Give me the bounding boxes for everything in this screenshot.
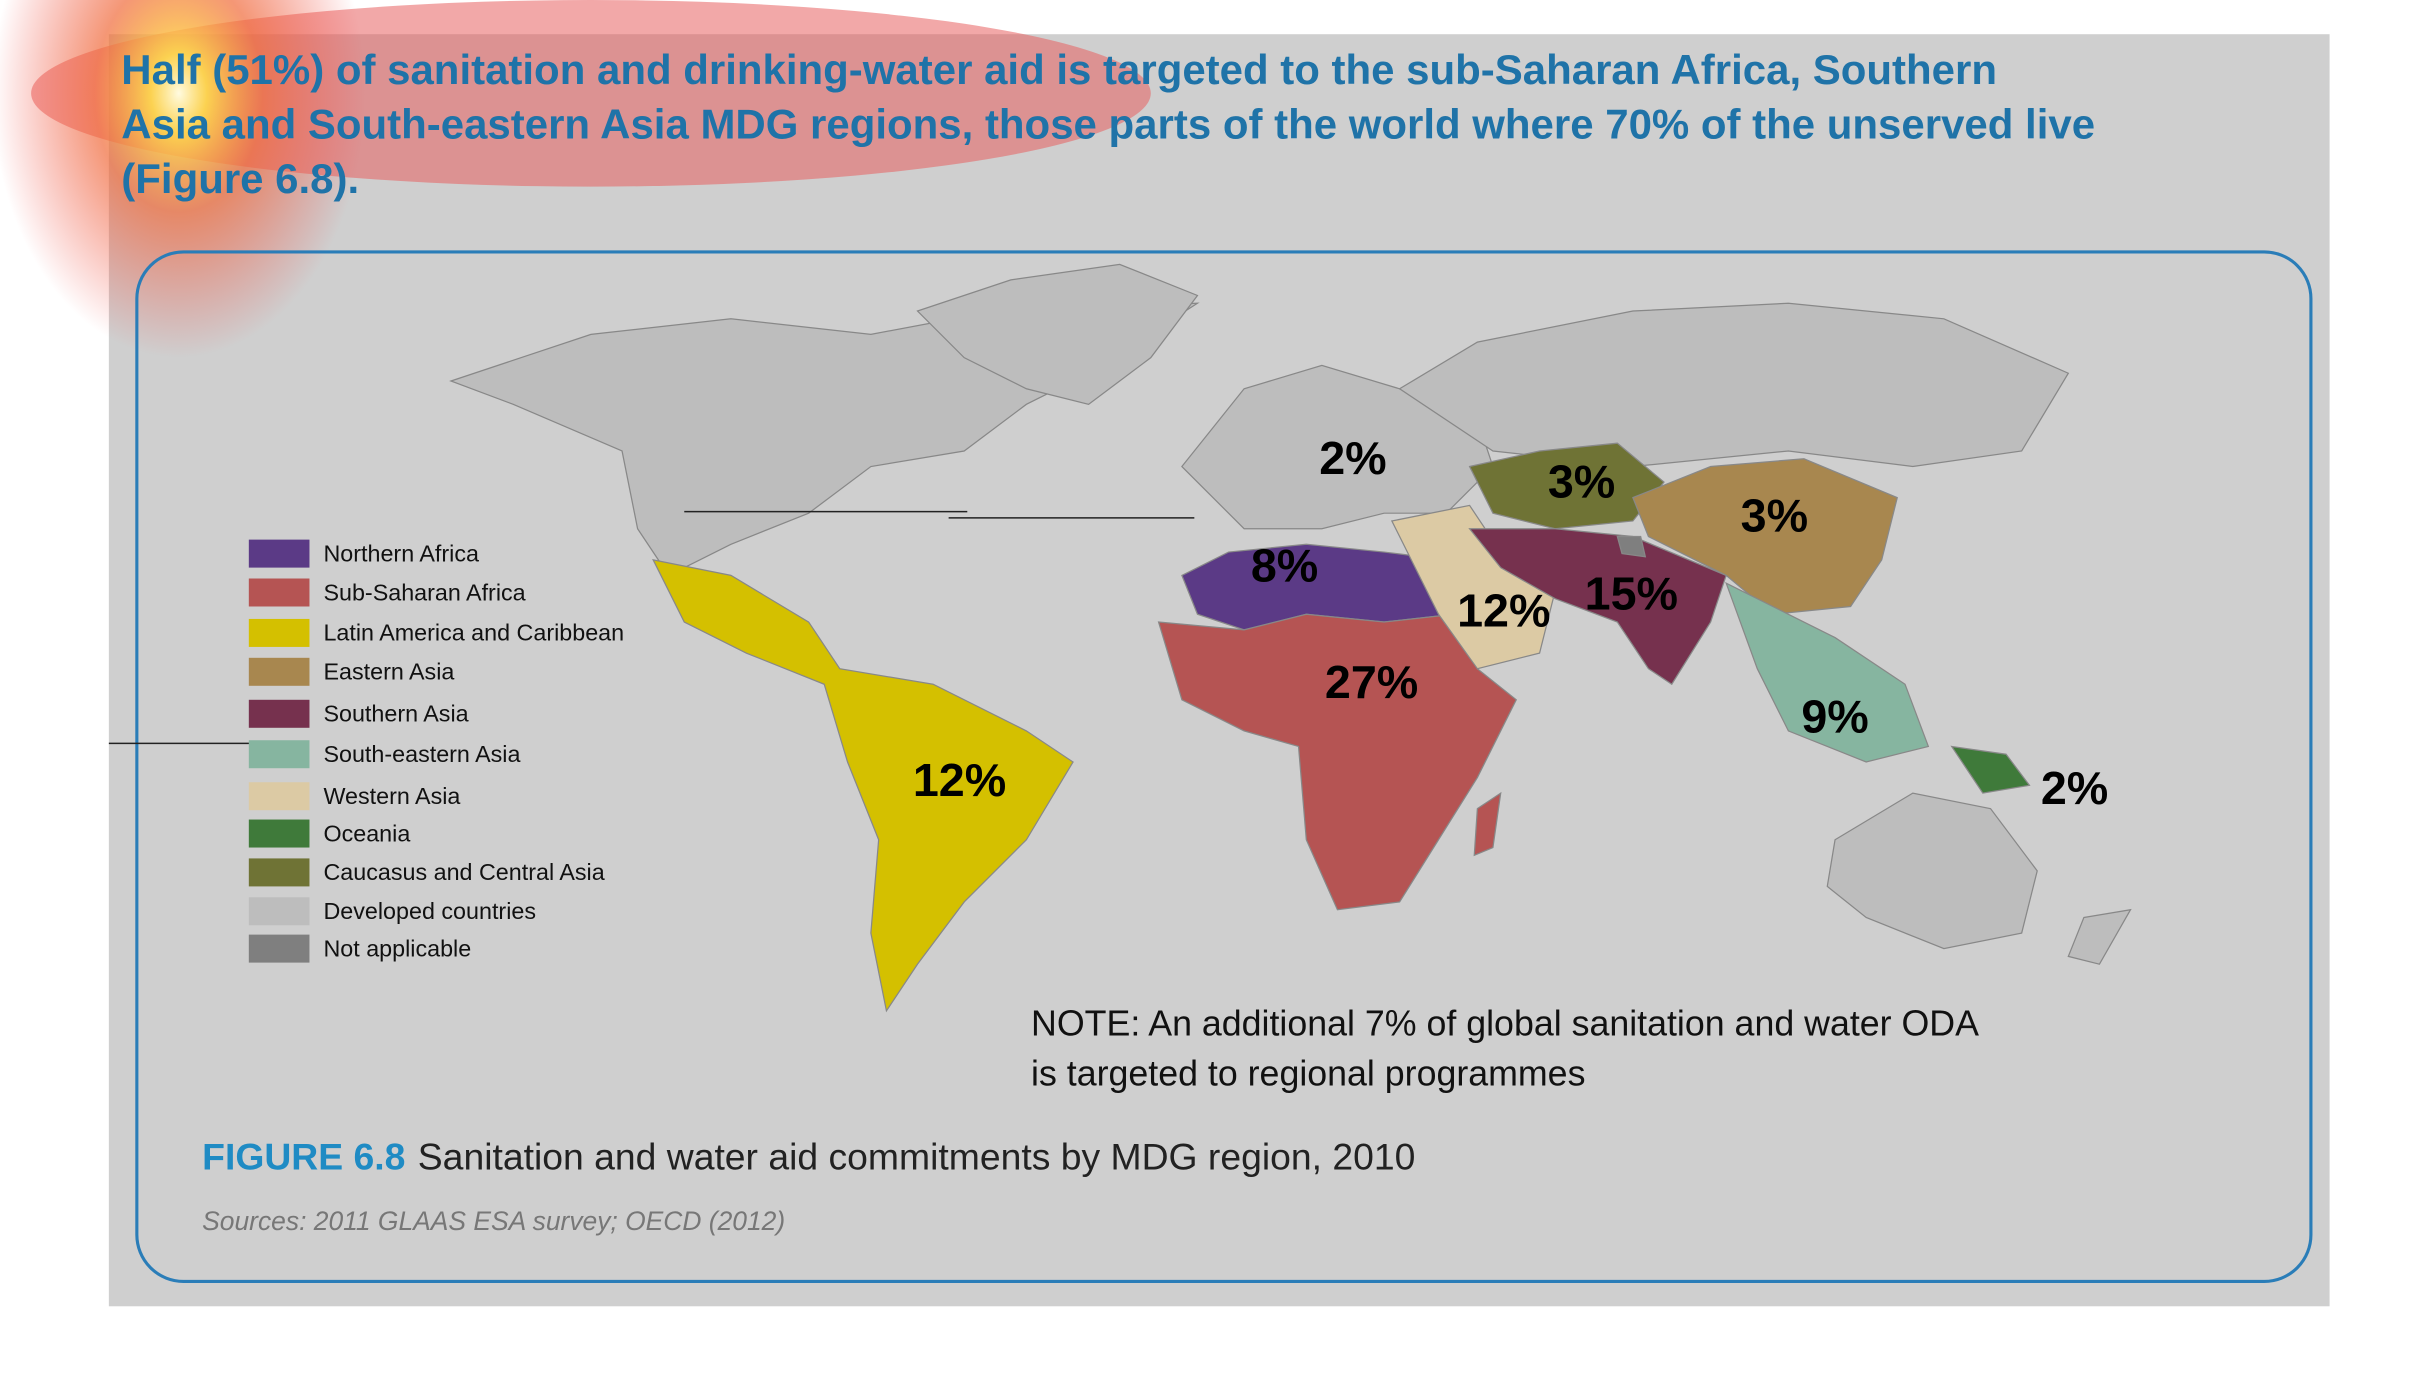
southern-asia xyxy=(1468,528,1727,686)
madagascar xyxy=(1473,791,1502,857)
legend-label: Developed countries xyxy=(323,898,536,924)
figure-caption: FIGURE 6.8 Sanitation and water aid commi… xyxy=(202,1135,1415,1177)
region-label: 9% xyxy=(1801,690,1868,742)
region-label: 15% xyxy=(1585,567,1678,619)
western-asia xyxy=(1390,504,1556,670)
not-applicable-area xyxy=(1616,535,1647,558)
heading-line: (Figure 6.8). xyxy=(121,155,359,202)
figure-title: Sanitation and water aid commitments by … xyxy=(418,1135,1416,1177)
legend-label: Eastern Asia xyxy=(323,659,454,685)
south-eastern-asia xyxy=(1725,581,1930,763)
figure-frame xyxy=(135,250,2313,1283)
legend-label: Western Asia xyxy=(323,783,460,809)
legend-label: South-eastern Asia xyxy=(323,741,520,767)
legend-swatch xyxy=(248,782,310,811)
eastern-asia xyxy=(1632,458,1898,615)
legend-swatch xyxy=(248,819,310,848)
legend-swatch xyxy=(248,539,310,568)
legend-label: Not applicable xyxy=(323,935,471,961)
heading-line: Half (51%) of sanitation and drinking-wa… xyxy=(121,46,1997,93)
legend-swatch xyxy=(248,657,310,686)
legend-swatch xyxy=(248,578,310,607)
region-label: 3% xyxy=(1548,456,1615,508)
world-map xyxy=(449,263,2132,1013)
figure-number: FIGURE 6.8 xyxy=(202,1135,405,1177)
legend-label: Northern Africa xyxy=(323,540,479,566)
region-label: 8% xyxy=(1251,539,1318,591)
legend-label: Caucasus and Central Asia xyxy=(323,859,604,885)
legend-swatch xyxy=(248,618,310,647)
region-label: 27% xyxy=(1325,656,1418,708)
region-label: 3% xyxy=(1741,490,1808,542)
legend-swatch xyxy=(248,858,310,887)
note-line: NOTE: An additional 7% of global sanitat… xyxy=(1031,1004,1979,1044)
legend-swatch xyxy=(248,897,310,926)
legend-swatch xyxy=(248,934,310,963)
legend-label: Oceania xyxy=(323,820,410,846)
legend-swatch xyxy=(248,699,310,728)
legend-label: Latin America and Caribbean xyxy=(323,620,624,646)
region-label: 2% xyxy=(2041,762,2108,814)
legend-swatch xyxy=(248,740,310,769)
legend-label: Sub-Saharan Africa xyxy=(323,579,525,605)
legend: Northern Africa Sub-Saharan Africa Latin A… xyxy=(248,539,624,963)
region-label: 12% xyxy=(1457,585,1550,637)
region-label: 2% xyxy=(1319,432,1386,484)
heat-spot xyxy=(0,0,366,358)
heading-line: Asia and South-eastern Asia MDG regions,… xyxy=(121,100,2095,147)
oceania xyxy=(1950,745,2031,794)
latin-america xyxy=(652,558,1074,1013)
new-zealand xyxy=(2067,908,2132,965)
australia xyxy=(1826,792,2038,950)
note-line: is targeted to regional programmes xyxy=(1031,1053,1585,1093)
sub-saharan-africa xyxy=(1157,613,1518,911)
region-label: 12% xyxy=(913,754,1006,806)
legend-label: Southern Asia xyxy=(323,701,468,727)
figure-sources: Sources: 2011 GLAAS ESA survey; OECD (20… xyxy=(202,1206,785,1236)
greenland xyxy=(916,263,1199,406)
